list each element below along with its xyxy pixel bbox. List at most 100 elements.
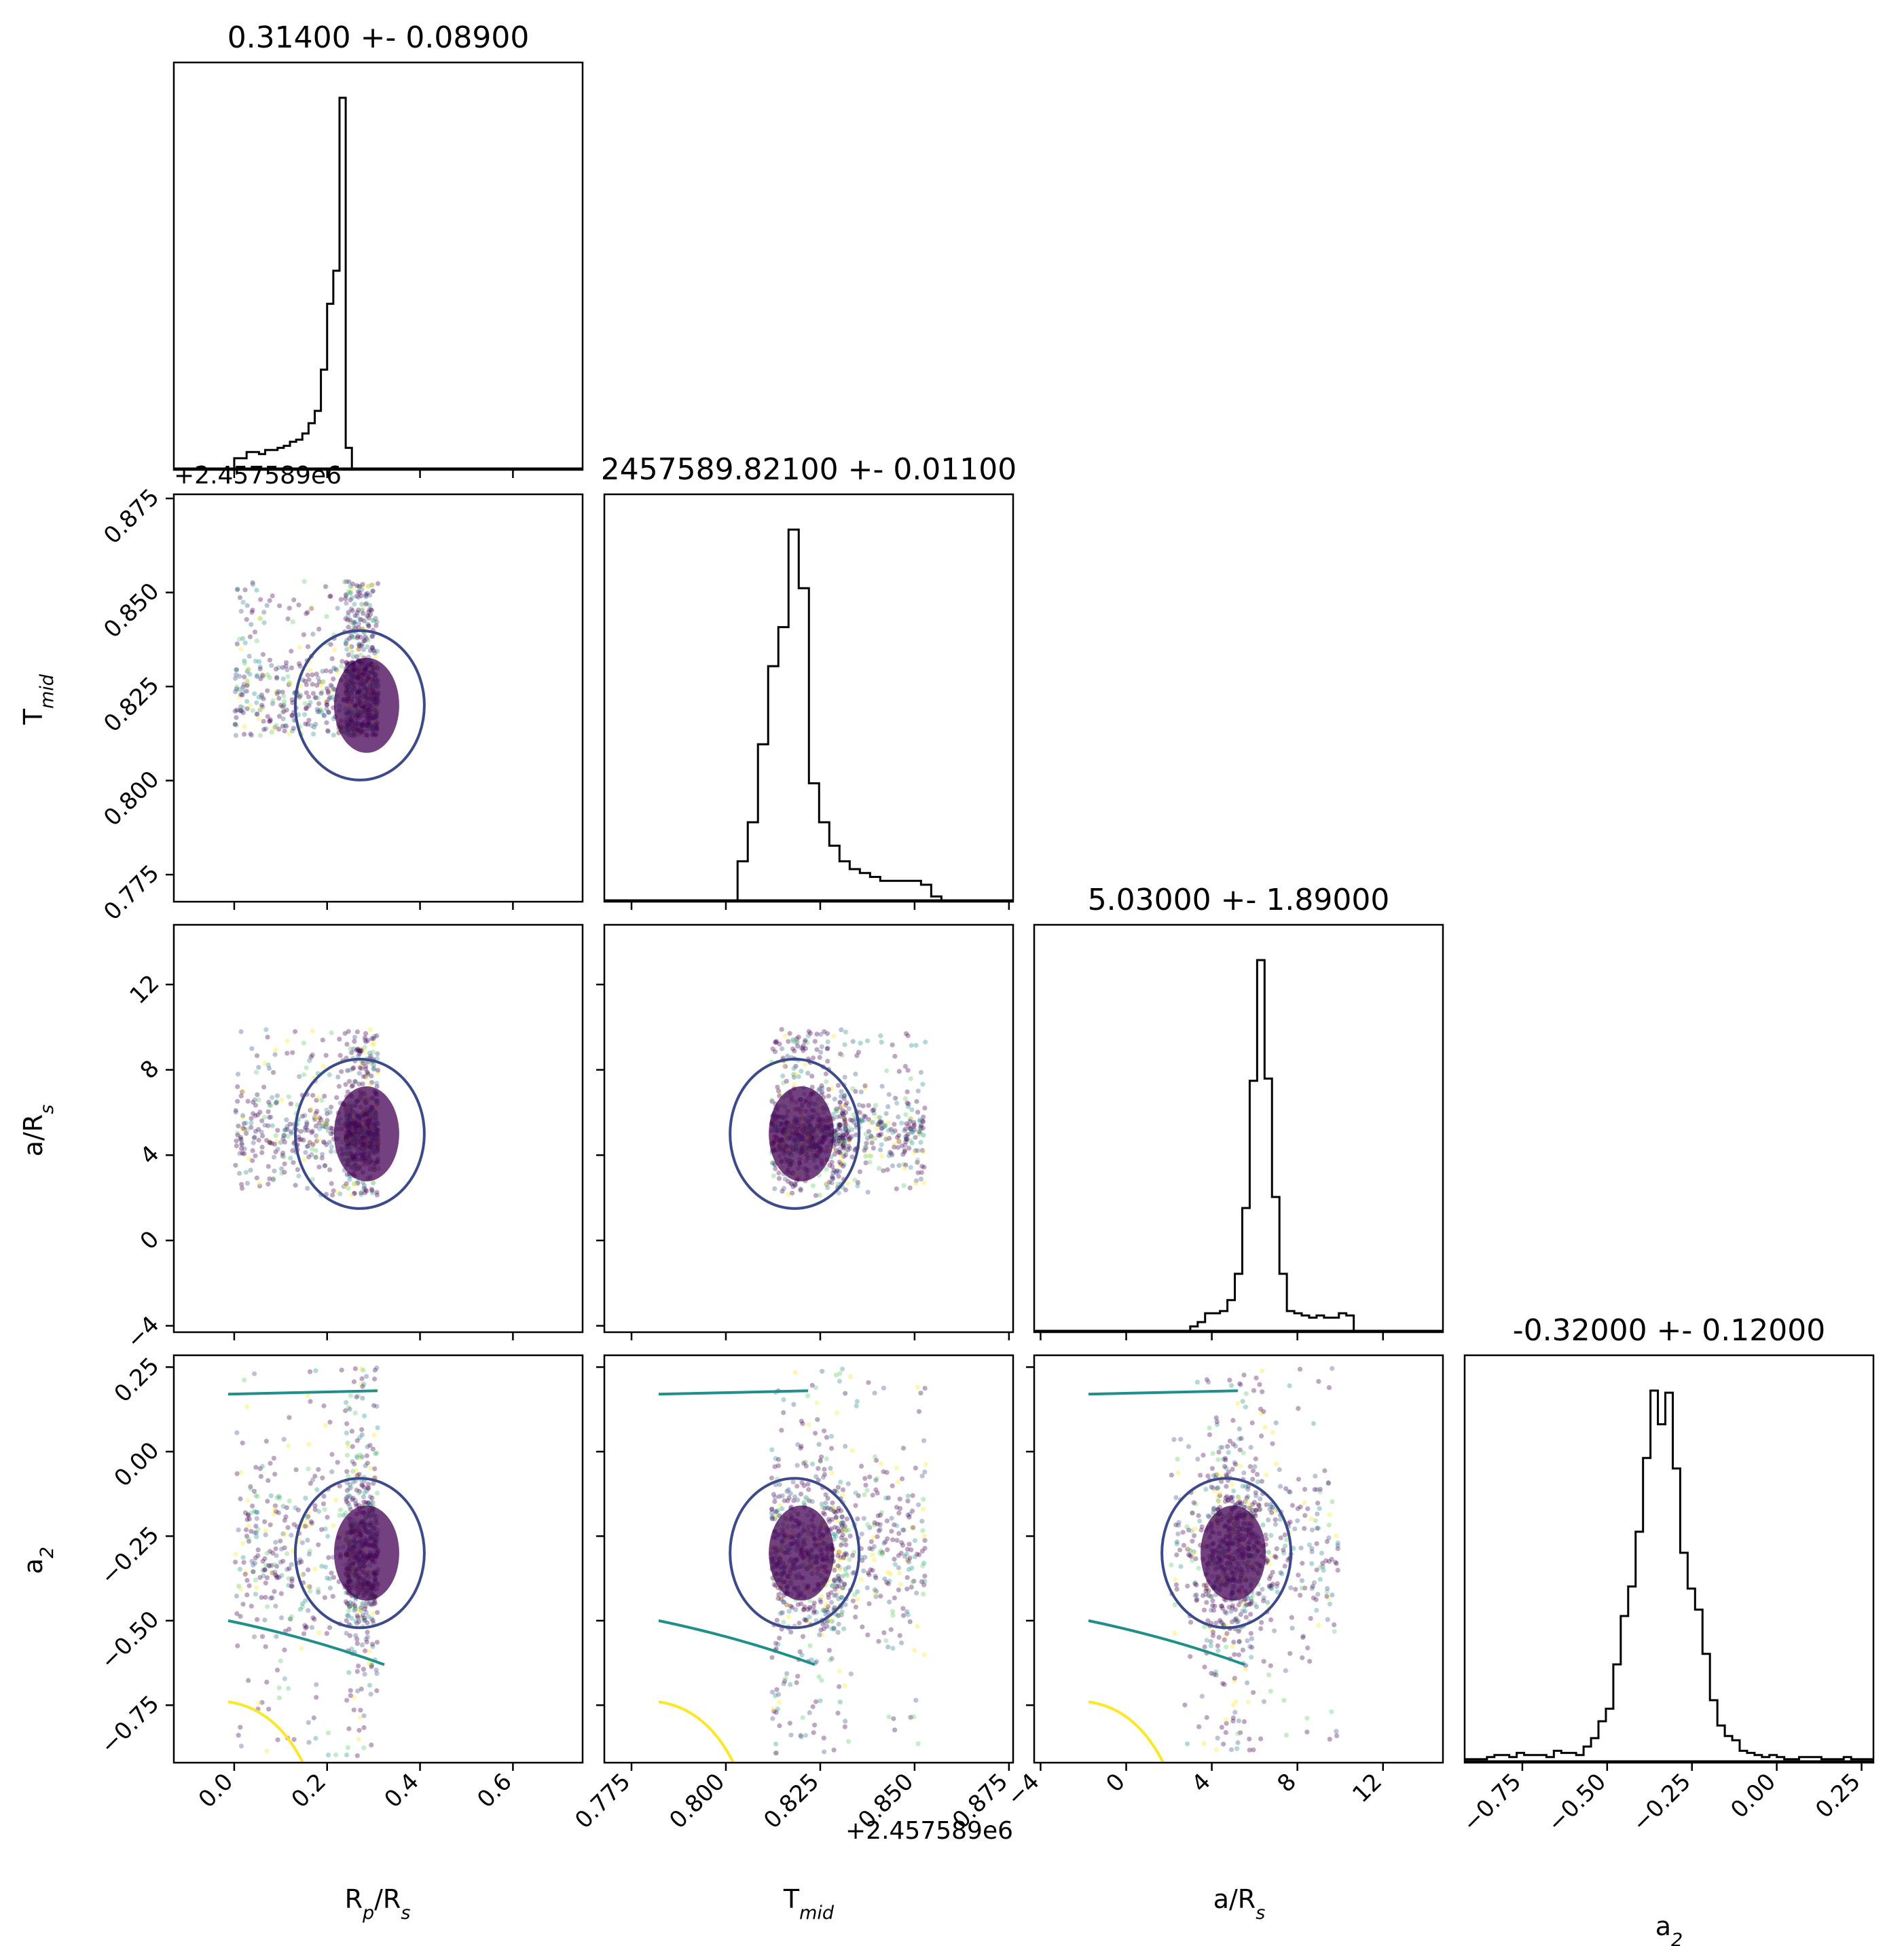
sample-point	[234, 641, 240, 647]
sample-point	[267, 1176, 272, 1181]
sample-point	[913, 1042, 919, 1048]
sample-point	[306, 1720, 311, 1725]
sample-point	[233, 676, 238, 681]
sample-point	[262, 1556, 268, 1562]
sample-point	[837, 1114, 843, 1119]
sample-point	[303, 1524, 308, 1529]
sample-point	[310, 1128, 315, 1134]
sample-point	[356, 589, 361, 595]
sample-point	[885, 1547, 890, 1552]
sample-point	[337, 1191, 343, 1196]
sample-point	[264, 1748, 270, 1754]
sample-point	[306, 694, 312, 699]
sample-point	[1205, 1473, 1211, 1479]
sample-point	[798, 1446, 803, 1451]
contour-outer	[658, 1700, 735, 1763]
sample-point	[817, 1632, 822, 1638]
sample-point	[878, 1594, 883, 1599]
sample-point	[1218, 1617, 1223, 1623]
sample-point	[234, 686, 239, 692]
sample-point	[884, 1518, 890, 1524]
sample-point	[262, 1519, 268, 1524]
sample-point	[352, 612, 358, 619]
sample-point	[242, 1377, 247, 1382]
sample-point	[246, 1678, 251, 1683]
sample-point	[257, 708, 263, 713]
sample-point	[773, 1750, 778, 1756]
sample-point	[258, 1473, 263, 1479]
sample-point	[919, 1122, 924, 1128]
sample-point	[1261, 1598, 1266, 1604]
sample-point	[1289, 1615, 1294, 1620]
sample-point	[285, 1126, 290, 1132]
sample-point	[841, 1116, 847, 1121]
sample-point	[287, 1626, 292, 1632]
sample-point	[311, 1715, 316, 1721]
sample-point	[1326, 1535, 1332, 1541]
sample-point	[353, 1619, 359, 1624]
sample-point	[261, 620, 267, 625]
sample-point	[237, 1151, 242, 1156]
sample-point	[306, 703, 312, 708]
sample-point	[824, 1456, 829, 1461]
sample-point	[240, 1186, 245, 1191]
sample-point	[839, 1609, 845, 1615]
sample-point	[794, 1040, 799, 1046]
sample-point	[263, 1562, 269, 1568]
sample-point	[375, 1051, 380, 1057]
sample-point	[356, 642, 361, 648]
sample-point	[788, 1490, 793, 1497]
sample-point	[234, 1471, 240, 1476]
sample-point	[303, 1598, 308, 1604]
sample-point	[839, 1524, 845, 1529]
sample-point	[873, 1103, 879, 1108]
sample-point	[346, 610, 351, 615]
sample-point	[259, 703, 265, 708]
sample-point	[298, 1128, 304, 1134]
sample-point	[843, 1537, 848, 1543]
sample-point	[374, 1688, 380, 1693]
sample-point	[360, 585, 365, 590]
sample-point	[346, 1670, 352, 1675]
sample-point	[807, 1614, 812, 1620]
sample-point	[892, 1562, 898, 1567]
sample-point	[769, 1507, 775, 1512]
sample-point	[781, 1619, 786, 1625]
sample-point	[365, 1038, 371, 1043]
sample-point	[344, 1042, 350, 1047]
sample-point	[234, 722, 239, 728]
contour-inner	[293, 629, 426, 782]
sample-point	[809, 1461, 816, 1467]
sample-point	[1209, 1670, 1214, 1676]
sample-point	[370, 1644, 376, 1649]
sample-point	[366, 583, 371, 589]
sample-point	[320, 1152, 325, 1157]
sample-point	[920, 1528, 926, 1533]
sample-point	[832, 1524, 837, 1530]
sample-point	[255, 1526, 261, 1532]
sample-point	[890, 1613, 896, 1618]
sample-point	[282, 1676, 287, 1681]
sample-point	[322, 1595, 327, 1600]
sample-point	[268, 718, 273, 724]
sample-point	[358, 653, 363, 658]
sample-point	[830, 1531, 835, 1537]
sample-point	[890, 1163, 896, 1169]
sample-point	[352, 1190, 357, 1196]
sample-point	[832, 1532, 837, 1537]
sample-point	[841, 1556, 847, 1561]
sample-point	[883, 1638, 889, 1643]
sample-point	[363, 602, 369, 607]
sample-point	[306, 1442, 312, 1447]
sample-point	[1204, 1600, 1209, 1605]
sample-point	[371, 1432, 377, 1437]
sample-point	[839, 1158, 845, 1164]
sample-point	[358, 1456, 363, 1461]
sample-point	[356, 1619, 362, 1624]
sample-point	[863, 1145, 868, 1150]
sample-point	[874, 1589, 879, 1594]
sample-point	[840, 1137, 845, 1142]
contour-mid-lower	[227, 1619, 385, 1666]
sample-point	[367, 1443, 373, 1448]
sample-point	[240, 692, 245, 698]
